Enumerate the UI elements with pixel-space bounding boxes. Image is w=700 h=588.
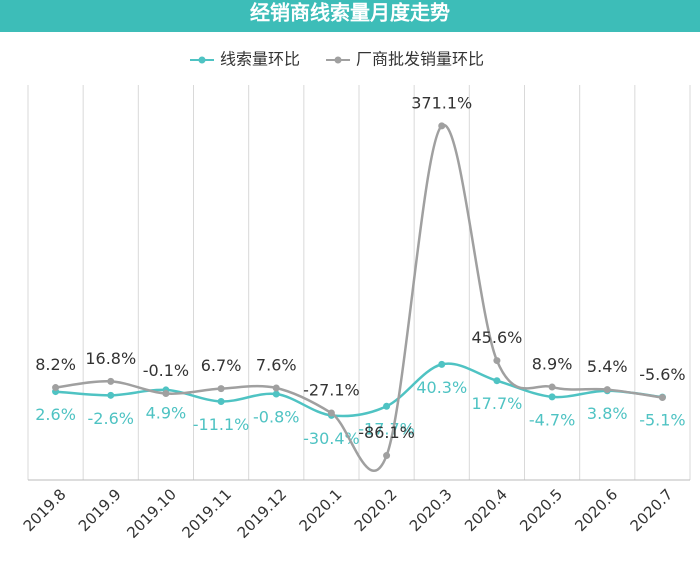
data-point: [217, 397, 225, 405]
data-label: 6.7%: [201, 356, 242, 375]
data-label: -86.1%: [358, 423, 415, 442]
data-label: -0.1%: [143, 361, 189, 380]
legend-label: 线索量环比: [220, 50, 300, 69]
x-tick-label: 2020.3: [406, 485, 456, 535]
data-label: 3.8%: [587, 404, 628, 423]
x-tick-label: 2020.4: [461, 485, 511, 535]
data-point: [107, 377, 115, 385]
data-point: [272, 390, 280, 398]
data-label: -11.1%: [193, 415, 250, 434]
x-tick-label: 2019.10: [123, 485, 180, 542]
title-band: [0, 0, 700, 32]
data-label: 40.3%: [416, 378, 467, 397]
data-point: [107, 391, 115, 399]
chart-title: 经销商线索量月度走势: [250, 1, 450, 25]
data-point: [493, 357, 501, 365]
data-point: [383, 452, 391, 460]
x-tick-label: 2020.6: [571, 485, 621, 535]
x-tick-label: 2020.1: [296, 485, 346, 535]
data-label: 8.2%: [35, 355, 76, 374]
data-point: [438, 360, 446, 368]
data-label: 5.4%: [587, 357, 628, 376]
data-label: -17.7%: [358, 420, 415, 439]
data-point: [548, 393, 556, 401]
data-point: [217, 385, 225, 393]
data-label: -30.4%: [303, 429, 360, 448]
data-label: -2.6%: [88, 409, 134, 428]
data-point: [658, 394, 666, 401]
data-point: [327, 409, 335, 417]
data-label: -5.6%: [639, 365, 685, 384]
data-label: 17.7%: [472, 394, 523, 413]
data-point: [162, 390, 170, 398]
data-label: -5.1%: [639, 411, 685, 430]
legend-marker: [334, 56, 342, 64]
data-point: [383, 402, 391, 410]
x-tick-label: 2019.8: [20, 485, 70, 535]
data-label: 4.9%: [146, 403, 187, 422]
legend-label: 厂商批发销量环比: [356, 50, 484, 69]
data-point: [548, 383, 556, 391]
data-point: [603, 386, 611, 394]
x-tick-label: 2019.12: [234, 485, 291, 542]
data-label: 371.1%: [411, 93, 472, 112]
data-label: -27.1%: [303, 381, 360, 400]
x-tick-label: 2019.9: [75, 485, 125, 535]
data-point: [52, 384, 60, 392]
data-point: [438, 122, 446, 130]
data-label: 45.6%: [472, 328, 523, 347]
data-point: [493, 377, 501, 385]
x-tick-label: 2020.5: [516, 485, 566, 535]
series-line: [55, 124, 663, 473]
x-tick-label: 2020.2: [351, 485, 401, 535]
data-label: -4.7%: [529, 410, 575, 429]
x-tick-label: 2020.7: [627, 485, 677, 535]
x-tick-label: 2019.11: [179, 485, 236, 542]
data-label: 8.9%: [532, 355, 573, 374]
data-label: 2.6%: [35, 405, 76, 424]
legend-marker: [198, 56, 206, 64]
data-label: 7.6%: [256, 355, 297, 374]
data-label: 16.8%: [85, 349, 136, 368]
data-point: [272, 384, 280, 392]
data-label: -0.8%: [253, 408, 299, 427]
